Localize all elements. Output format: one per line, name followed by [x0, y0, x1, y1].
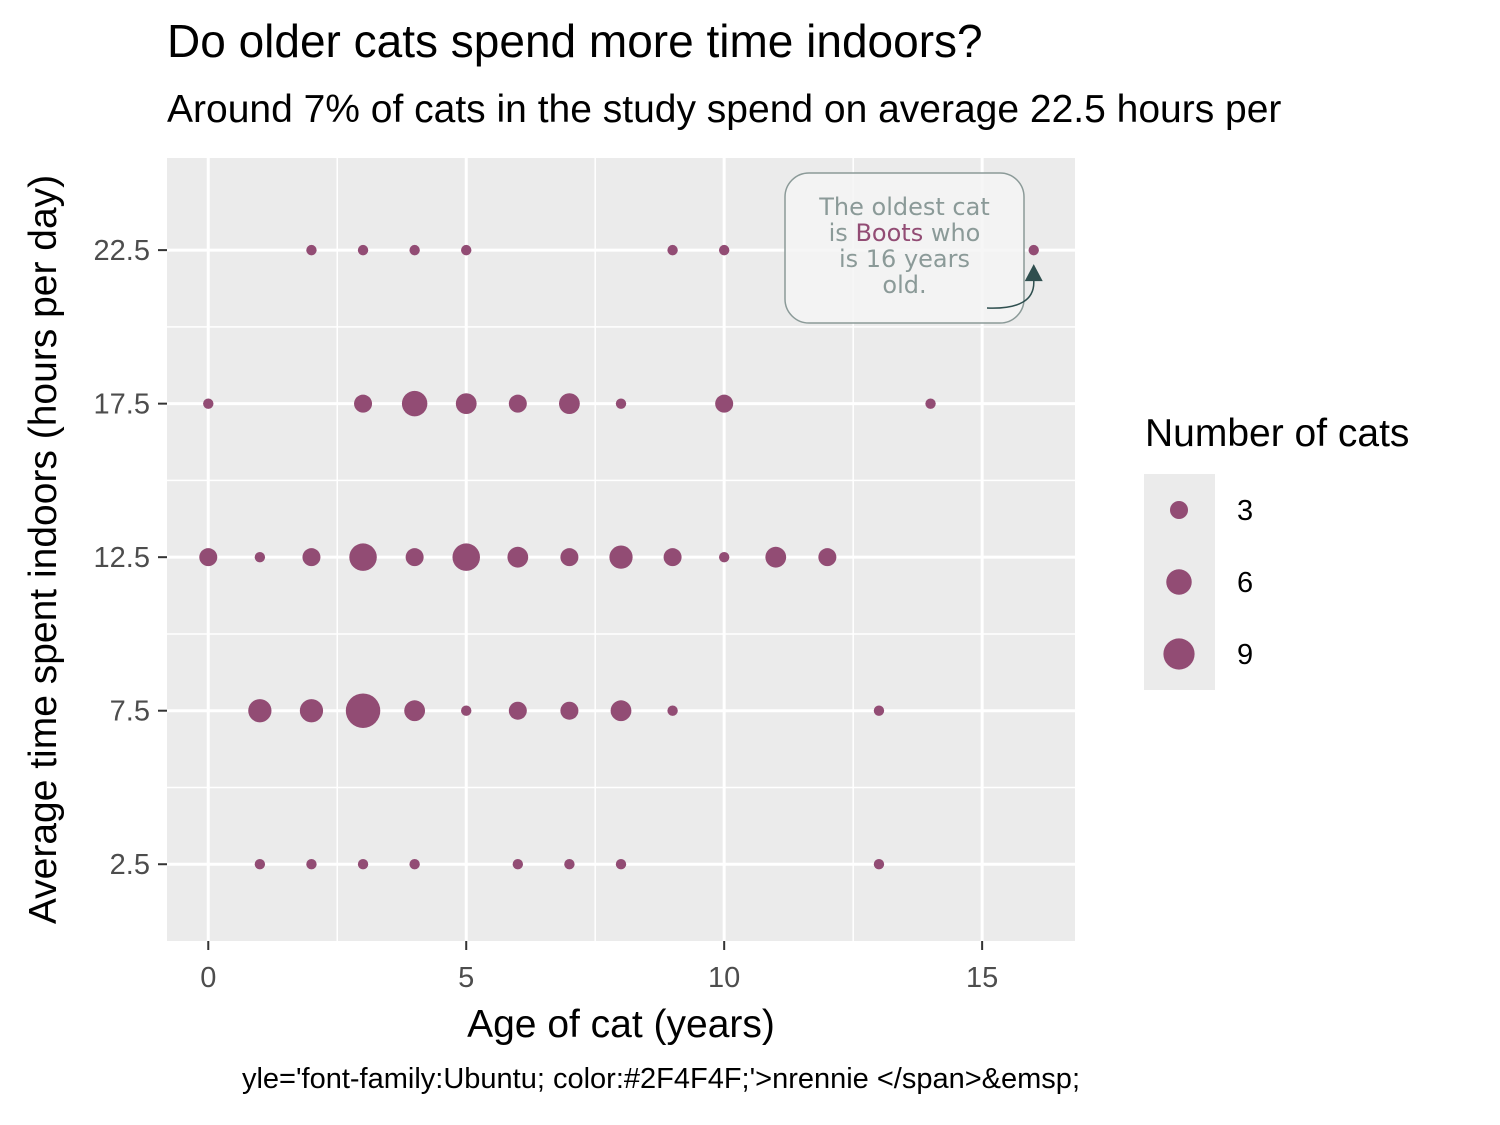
legend-label: 6 — [1237, 567, 1253, 599]
data-point — [306, 859, 317, 870]
annotation-arrow — [986, 280, 1035, 309]
annotation-line: is 16 years — [839, 245, 970, 273]
annotation-text: is 16 years — [839, 245, 970, 273]
legend-key-circle — [1169, 500, 1189, 520]
data-point — [667, 705, 678, 716]
y-tick-label: 7.5 — [110, 696, 150, 728]
y-tick-label: 17.5 — [94, 389, 150, 421]
legend-label: 3 — [1237, 495, 1253, 527]
data-point — [715, 394, 734, 413]
data-point — [615, 398, 627, 409]
data-point — [461, 244, 472, 256]
data-points — [199, 244, 1039, 870]
data-point — [248, 699, 272, 723]
x-tick-label: 15 — [966, 962, 998, 994]
legend-key-circle — [1163, 638, 1195, 670]
legend-title: Number of cats — [1145, 412, 1409, 455]
data-point — [409, 244, 420, 256]
data-point — [615, 859, 627, 870]
data-point — [873, 859, 885, 870]
data-point — [199, 548, 218, 567]
y-tick-label: 22.5 — [94, 235, 150, 267]
data-point — [306, 244, 317, 256]
y-tick-label: 12.5 — [94, 542, 150, 574]
data-point — [404, 700, 426, 722]
x-axis-title: Age of cat (years) — [467, 1003, 775, 1046]
annotation-line: old. — [882, 271, 926, 299]
data-point — [610, 700, 632, 722]
data-point — [560, 548, 579, 567]
data-point — [560, 701, 579, 720]
data-point — [559, 393, 580, 415]
data-point — [345, 693, 381, 728]
x-axis: 0 5 10 15 — [200, 941, 998, 994]
annotation-arrowhead — [1024, 264, 1043, 282]
data-point — [357, 244, 369, 256]
data-point — [564, 859, 575, 870]
legend-label: 9 — [1237, 639, 1253, 671]
data-point — [349, 543, 377, 571]
data-point — [765, 546, 787, 568]
x-tick-label: 5 — [458, 962, 474, 994]
data-point — [1028, 244, 1039, 256]
y-tick-label: 2.5 — [110, 849, 150, 881]
annotation-highlight: Boots — [855, 219, 923, 247]
data-point — [507, 546, 529, 568]
data-point — [873, 705, 885, 716]
data-point — [718, 551, 730, 563]
data-point — [818, 548, 837, 567]
legend-keys: 3 6 9 — [1163, 495, 1253, 671]
size-legend: Number of cats 3 6 9 — [1144, 412, 1409, 690]
y-axis-title: Average time spent indoors (hours per da… — [22, 175, 65, 924]
annotation-text: The oldest cat — [818, 193, 989, 221]
annotation-text: old. — [882, 271, 926, 299]
data-point — [299, 699, 324, 723]
data-point — [203, 398, 214, 409]
data-point — [357, 859, 369, 870]
data-point — [925, 398, 936, 409]
data-point — [609, 545, 633, 569]
data-point — [512, 859, 524, 870]
data-point — [254, 551, 266, 563]
data-point — [461, 705, 472, 716]
data-point — [401, 390, 428, 417]
annotation-line: is Boots who — [829, 219, 981, 247]
annotation-box — [784, 172, 1025, 324]
data-point — [718, 244, 730, 256]
data-point — [663, 548, 682, 567]
data-point — [254, 859, 266, 870]
data-point — [409, 859, 420, 870]
x-tick-label: 10 — [708, 962, 740, 994]
x-tick-label: 0 — [200, 962, 216, 994]
data-point — [667, 244, 678, 256]
data-point — [302, 548, 321, 567]
annotation-text: who — [923, 219, 980, 247]
chart-title: Do older cats spend more time indoors? — [167, 15, 983, 67]
data-point — [354, 394, 373, 413]
data-point — [405, 548, 424, 567]
legend-key-circle — [1166, 569, 1192, 595]
data-point — [508, 394, 527, 413]
data-point — [455, 393, 477, 415]
annotation-text: is — [829, 219, 856, 247]
data-point — [452, 543, 480, 571]
data-point — [508, 701, 527, 720]
annotation-line: The oldest cat — [818, 193, 989, 221]
caption: yle='font-family:Ubuntu; color:#2F4F4F;'… — [241, 1063, 1080, 1095]
y-axis: 2.5 7.5 12.5 17.5 22.5 — [94, 235, 167, 881]
chart-subtitle: Around 7% of cats in the study spend on … — [167, 88, 1282, 131]
